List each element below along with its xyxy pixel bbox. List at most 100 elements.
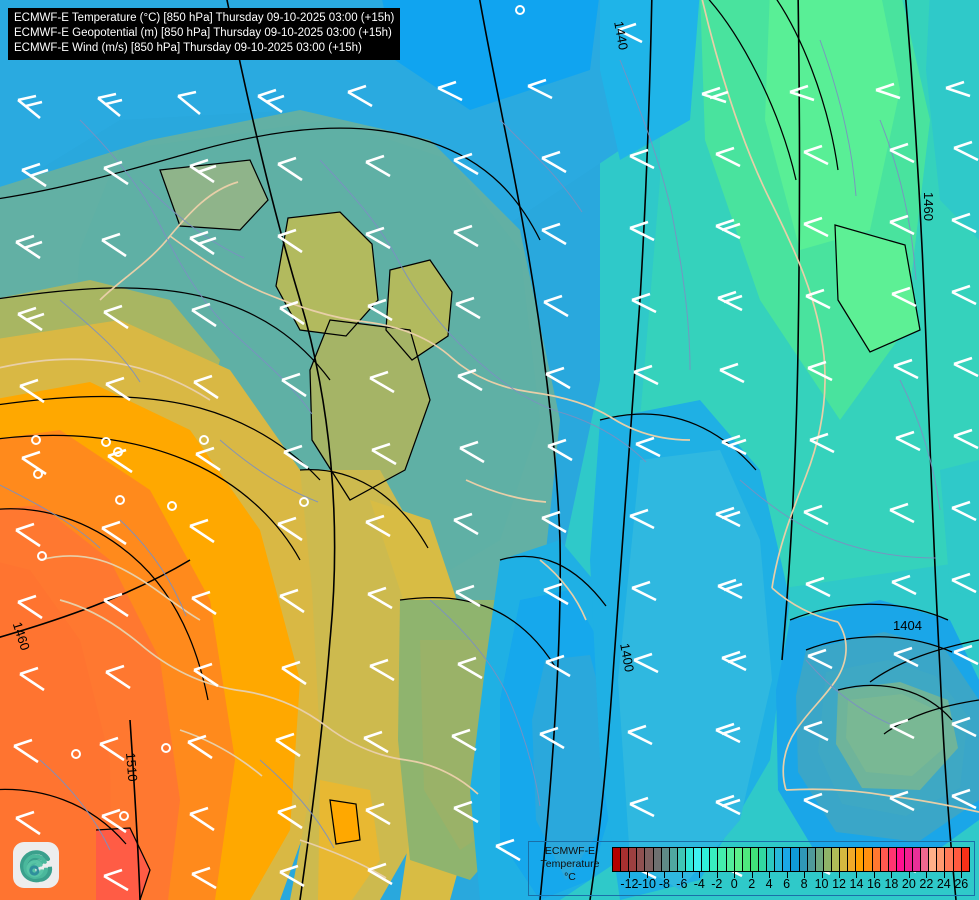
colorbar-tick-labels: -12 -10 -8 -6 -4 -2 0 2 4 6 8 10 12 14 16 18 20 22 24 26: [612, 877, 970, 893]
colorbar-tick: [804, 872, 806, 878]
colorbar-band: [629, 848, 638, 871]
colorbar-band: [807, 848, 816, 871]
colorbar-band: [961, 848, 969, 871]
colorbar-band: [613, 848, 622, 871]
colorbar-band: [645, 848, 654, 871]
colorbar-band: [661, 848, 670, 871]
colorbar-band: [685, 848, 695, 871]
colorbar-tick-label: 12: [832, 877, 846, 891]
colorbar-band: [791, 848, 800, 871]
colorbar-tick-label: 6: [783, 877, 791, 891]
colorbar-band: [864, 848, 873, 871]
colorbar-band: [929, 848, 938, 871]
colorbar-tick: [751, 872, 753, 878]
colorbar-ticks: [612, 872, 970, 878]
colorbar-band: [775, 848, 784, 871]
colorbar-band: [677, 848, 686, 871]
colorbar-tick-label: 8: [800, 877, 808, 891]
title-line-temperature: ECMWF-E Temperature (°C) [850 hPa] Thurs…: [14, 12, 395, 24]
colorbar-tick-label: 26: [954, 877, 969, 891]
colorbar-band: [848, 848, 857, 871]
colorbar-band: [694, 848, 703, 871]
colorbar-band: [888, 848, 897, 871]
weather-spiral-logo[interactable]: [12, 841, 60, 889]
title-line-geopotential: ECMWF-E Geopotential (m) [850 hPa] Thurs…: [14, 27, 392, 39]
colorbar: [612, 847, 970, 872]
colorbar-band: [783, 848, 792, 871]
colorbar-band: [913, 848, 922, 871]
colorbar-band: [637, 848, 646, 871]
colorbar-band: [953, 848, 962, 871]
colorbar-band: [856, 848, 865, 871]
colorbar-tick: [926, 872, 928, 878]
colorbar-tick: [664, 872, 666, 878]
colorbar-tick: [681, 872, 683, 878]
colorbar-band: [937, 848, 946, 871]
colorbar-band: [896, 848, 905, 871]
colorbar-tick-label: 16: [866, 877, 881, 891]
colorbar-tick-label: 22: [919, 877, 934, 891]
colorbar-tick: [839, 872, 841, 878]
colorbar-tick: [716, 872, 718, 878]
colorbar-tick-label: 0: [730, 877, 738, 891]
colorbar-tick-label: 20: [901, 877, 916, 891]
colorbar-band: [726, 848, 735, 871]
colorbar-tick: [629, 872, 631, 878]
legend-parameter: Temperature: [540, 858, 600, 870]
colorbar-tick-label: 18: [884, 877, 899, 891]
colorbar-band: [702, 848, 711, 871]
colorbar-tick-label: -10: [637, 877, 656, 891]
colorbar-band: [921, 848, 930, 871]
title-line-wind: ECMWF-E Wind (m/s) [850 hPa] Thursday 09…: [14, 42, 362, 54]
contour-label-1510-left: 1510: [123, 752, 141, 783]
colorbar-band: [945, 848, 954, 871]
colorbar-tick: [786, 872, 788, 878]
legend-caption: ECMWF-E Temperature °C: [531, 845, 609, 884]
colorbar-tick-label: 10: [814, 877, 829, 891]
colorbar-band: [718, 848, 727, 871]
colorbar-tick: [891, 872, 893, 878]
colorbar-tick-label: -4: [693, 877, 705, 891]
colorbar-band: [750, 848, 759, 871]
contour-label-1404-se: 1404: [893, 618, 922, 633]
colorbar-band: [653, 848, 662, 871]
colorbar-tick-label: -8: [658, 877, 670, 891]
colorbar-tick-label: 4: [765, 877, 773, 891]
colorbar-tick: [908, 872, 910, 878]
colorbar-band: [710, 848, 719, 871]
colorbar-band: [823, 848, 832, 871]
colorbar-tick-label: -6: [676, 877, 688, 891]
colorbar-band: [621, 848, 630, 871]
colorbar-band: [872, 848, 881, 871]
colorbar-tick: [821, 872, 823, 878]
colorbar-tick: [873, 872, 875, 878]
colorbar-tick-label: 14: [849, 877, 864, 891]
colorbar-band: [880, 848, 889, 871]
colorbar-band: [904, 848, 914, 871]
colorbar-band: [799, 848, 808, 871]
colorbar-band: [669, 848, 678, 871]
title-overlay: ECMWF-E Temperature (°C) [850 hPa] Thurs…: [8, 8, 401, 60]
color-legend: ECMWF-E Temperature °C -12 -10 -8 -6 -4 -2 0 2 4…: [528, 841, 975, 896]
colorbar-tick: [943, 872, 945, 878]
colorbar-tick-label: 24: [936, 877, 951, 891]
colorbar-band: [734, 848, 743, 871]
contour-label-1460-right: 1460: [921, 192, 936, 221]
colorbar-tick: [699, 872, 701, 878]
colorbar-tick-label: -2: [711, 877, 723, 891]
colorbar-tick: [961, 872, 963, 878]
colorbar-tick-label: 2: [748, 877, 756, 891]
colorbar-tick: [856, 872, 858, 878]
legend-model: ECMWF-E: [544, 845, 596, 857]
colorbar-band: [840, 848, 849, 871]
colorbar-band: [815, 848, 824, 871]
colorbar-band: [758, 848, 768, 871]
colorbar-tick-label: -12: [620, 877, 639, 891]
colorbar-tick: [769, 872, 771, 878]
legend-unit: °C: [564, 871, 576, 883]
colorbar-band: [742, 848, 751, 871]
colorbar-wrapper: [612, 847, 970, 872]
colorbar-tick: [646, 872, 648, 878]
